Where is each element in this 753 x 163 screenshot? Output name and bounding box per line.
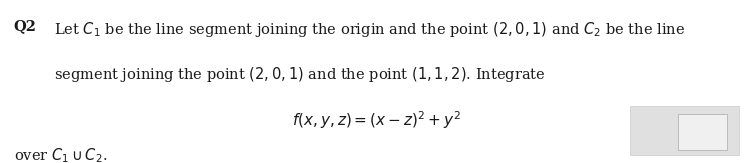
Text: segment joining the point $(2, 0, 1)$ and the point $(1, 1, 2)$. Integrate: segment joining the point $(2, 0, 1)$ an… bbox=[54, 65, 546, 84]
Text: $f(x, y, z) = (x - z)^2 + y^2$: $f(x, y, z) = (x - z)^2 + y^2$ bbox=[292, 109, 461, 131]
Text: Q2: Q2 bbox=[14, 20, 37, 34]
Text: Let $C_1$ be the line segment joining the origin and the point $(2, 0, 1)$ and $: Let $C_1$ be the line segment joining th… bbox=[54, 20, 685, 39]
Text: over $C_1 \cup C_2$.: over $C_1 \cup C_2$. bbox=[14, 147, 107, 163]
